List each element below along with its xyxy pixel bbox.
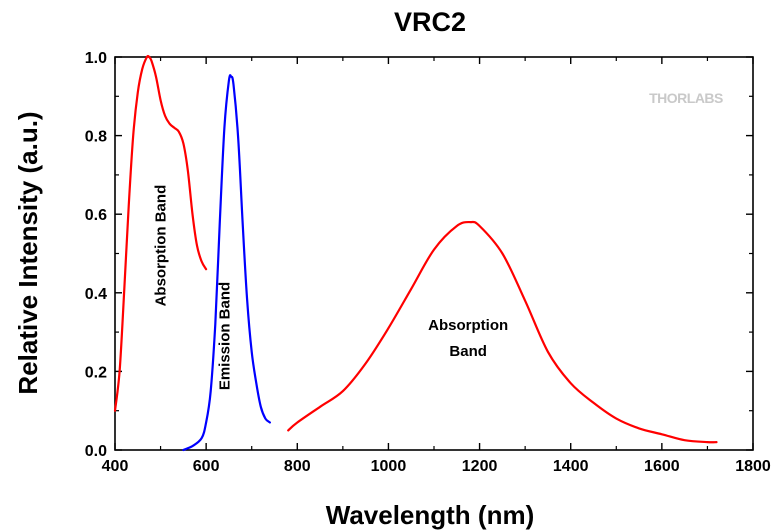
x-tick-label: 1600 [644, 458, 680, 475]
x-tick-label: 800 [284, 458, 311, 475]
y-tick-label: 0.6 [85, 207, 107, 224]
absorption-band-2-line [287, 220, 718, 444]
x-tick-label: 1200 [462, 458, 498, 475]
y-tick-label: 0.8 [85, 129, 107, 146]
x-tick-label: 1800 [735, 458, 771, 475]
x-tick-label: 400 [102, 458, 129, 475]
annotation-absorption-band-2: Absorption Band [428, 317, 508, 360]
annotation-emission-band: Emission Band [216, 282, 233, 390]
annotation-line: Absorption [428, 317, 508, 334]
y-tick-label: 0.2 [85, 364, 107, 381]
x-axis-title: Wavelength (nm) [326, 500, 534, 530]
annotation-line: Absorption Band [153, 185, 170, 307]
annotation-line: Emission Band [216, 282, 233, 390]
emission-band-line [182, 74, 271, 452]
watermark-logo: THORLABS [649, 90, 723, 106]
x-tick-label: 1400 [553, 458, 589, 475]
plot-area: 400 600 800 1000 1200 1400 1600 1800 0.0 0.2 0.4 0.… [85, 50, 771, 475]
chart-title: VRC2 [394, 7, 466, 37]
annotation-line: Band [449, 343, 487, 360]
annotation-absorption-band-1: Absorption Band [153, 185, 170, 307]
x-tick-label: 600 [193, 458, 220, 475]
y-tick-label: 0.0 [85, 443, 107, 460]
x-tick-label: 1000 [371, 458, 407, 475]
y-axis-title: Relative Intensity (a.u.) [13, 111, 43, 394]
y-tick-label: 1.0 [85, 50, 107, 67]
absorption-band-1-line [113, 54, 208, 412]
y-tick-label: 0.4 [85, 286, 107, 303]
